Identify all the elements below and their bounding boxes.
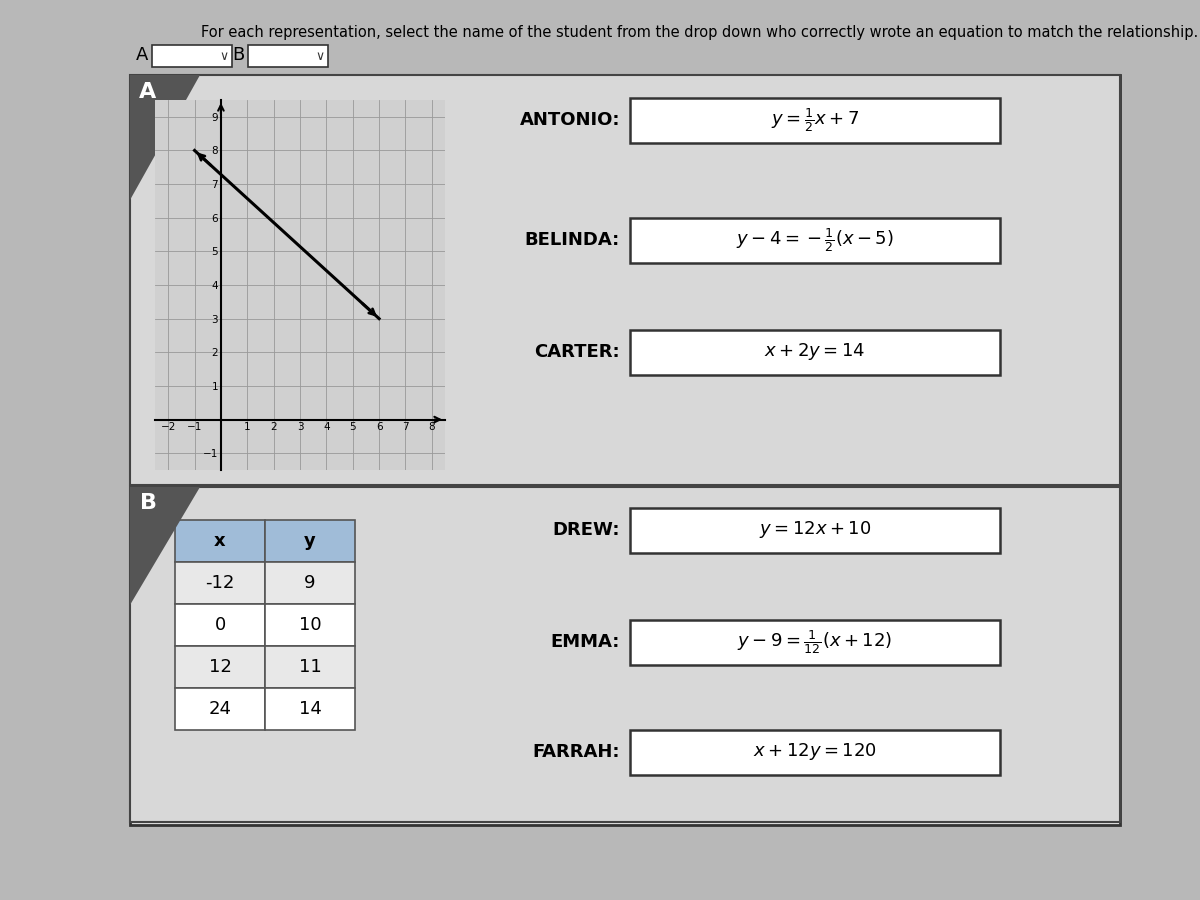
Text: For each representation, select the name of the student from the drop down who c: For each representation, select the name… [202, 25, 1199, 40]
Text: $y = 12x + 10$: $y = 12x + 10$ [758, 519, 871, 541]
Text: y: y [304, 532, 316, 550]
Text: 11: 11 [299, 658, 322, 676]
FancyBboxPatch shape [175, 562, 265, 604]
Text: 14: 14 [299, 700, 322, 718]
FancyBboxPatch shape [630, 218, 1000, 263]
FancyBboxPatch shape [130, 487, 1120, 822]
FancyBboxPatch shape [130, 75, 1120, 485]
FancyBboxPatch shape [630, 619, 1000, 664]
FancyBboxPatch shape [152, 45, 232, 67]
Text: 24: 24 [209, 700, 232, 718]
FancyBboxPatch shape [175, 604, 265, 646]
Text: x: x [214, 532, 226, 550]
Text: ∨: ∨ [220, 50, 228, 62]
Text: $y - 4 = -\frac{1}{2}(x - 5)$: $y - 4 = -\frac{1}{2}(x - 5)$ [736, 226, 894, 254]
Text: B: B [139, 493, 156, 513]
Text: EMMA:: EMMA: [551, 633, 620, 651]
Text: A: A [139, 82, 157, 102]
FancyBboxPatch shape [175, 520, 265, 562]
Text: -12: -12 [205, 574, 235, 592]
FancyBboxPatch shape [175, 688, 265, 730]
Text: 12: 12 [209, 658, 232, 676]
Text: B: B [233, 46, 245, 64]
Text: ∨: ∨ [316, 50, 324, 62]
Text: 10: 10 [299, 616, 322, 634]
Text: $x + 12y = 120$: $x + 12y = 120$ [754, 742, 877, 762]
FancyBboxPatch shape [175, 646, 265, 688]
FancyBboxPatch shape [265, 604, 355, 646]
Text: A: A [136, 46, 148, 64]
FancyBboxPatch shape [630, 97, 1000, 142]
FancyBboxPatch shape [630, 329, 1000, 374]
FancyBboxPatch shape [265, 688, 355, 730]
Polygon shape [130, 487, 200, 605]
FancyBboxPatch shape [630, 508, 1000, 553]
Text: ANTONIO:: ANTONIO: [520, 111, 620, 129]
FancyBboxPatch shape [630, 730, 1000, 775]
Text: $y - 9 = \frac{1}{12}(x + 12)$: $y - 9 = \frac{1}{12}(x + 12)$ [738, 628, 893, 656]
FancyBboxPatch shape [265, 520, 355, 562]
Text: CARTER:: CARTER: [534, 343, 620, 361]
Text: FARRAH:: FARRAH: [533, 743, 620, 761]
Text: BELINDA:: BELINDA: [524, 231, 620, 249]
Text: DREW:: DREW: [552, 521, 620, 539]
FancyBboxPatch shape [265, 562, 355, 604]
Text: 9: 9 [305, 574, 316, 592]
FancyBboxPatch shape [248, 45, 328, 67]
Text: 0: 0 [215, 616, 226, 634]
Text: $x + 2y = 14$: $x + 2y = 14$ [764, 341, 865, 363]
Text: $y = \frac{1}{2}x + 7$: $y = \frac{1}{2}x + 7$ [770, 106, 859, 134]
FancyBboxPatch shape [265, 646, 355, 688]
Polygon shape [130, 75, 200, 200]
FancyBboxPatch shape [130, 75, 1120, 825]
